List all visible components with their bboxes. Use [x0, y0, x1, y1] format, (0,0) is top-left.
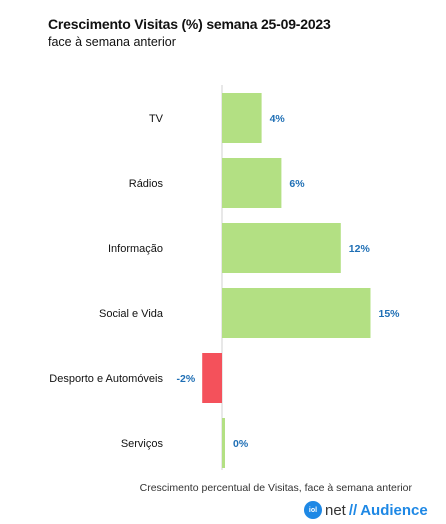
value-label-2: 12%: [349, 243, 371, 255]
chart-subtitle: face à semana anterior: [48, 35, 176, 49]
logo-net-text: net: [325, 501, 346, 519]
category-label-5: Serviços: [121, 438, 164, 450]
category-label-2: Informação: [108, 243, 163, 255]
chart-footnote: Crescimento percentual de Visitas, face …: [139, 482, 412, 494]
value-label-5: 0%: [233, 438, 249, 450]
logo-slash-text: //: [348, 501, 358, 519]
value-label-1: 6%: [289, 178, 305, 190]
category-label-1: Rádios: [129, 178, 164, 190]
category-label-0: TV: [149, 113, 164, 125]
bar-1: [222, 158, 282, 208]
logo-audience-text: Audience: [360, 501, 428, 519]
bar-chart: TV 4% Rádios 6% Informação 12% Social e Vida 15…: [49, 85, 401, 470]
bar-4: [202, 353, 222, 403]
netaudience-logo: iol net // Audience: [304, 500, 428, 520]
value-label-0: 4%: [270, 113, 286, 125]
bar-5: [222, 418, 225, 468]
category-label-4: Desporto e Automóveis: [49, 373, 163, 385]
chart-title: Crescimento Visitas (%) semana 25-09-202…: [48, 16, 331, 32]
bar-2: [222, 223, 341, 273]
bar-0: [222, 93, 262, 143]
value-label-4: -2%: [177, 373, 196, 385]
value-label-3: 15%: [379, 308, 401, 320]
logo-badge: iol: [304, 501, 322, 519]
category-label-3: Social e Vida: [99, 308, 164, 320]
bar-3: [222, 288, 371, 338]
